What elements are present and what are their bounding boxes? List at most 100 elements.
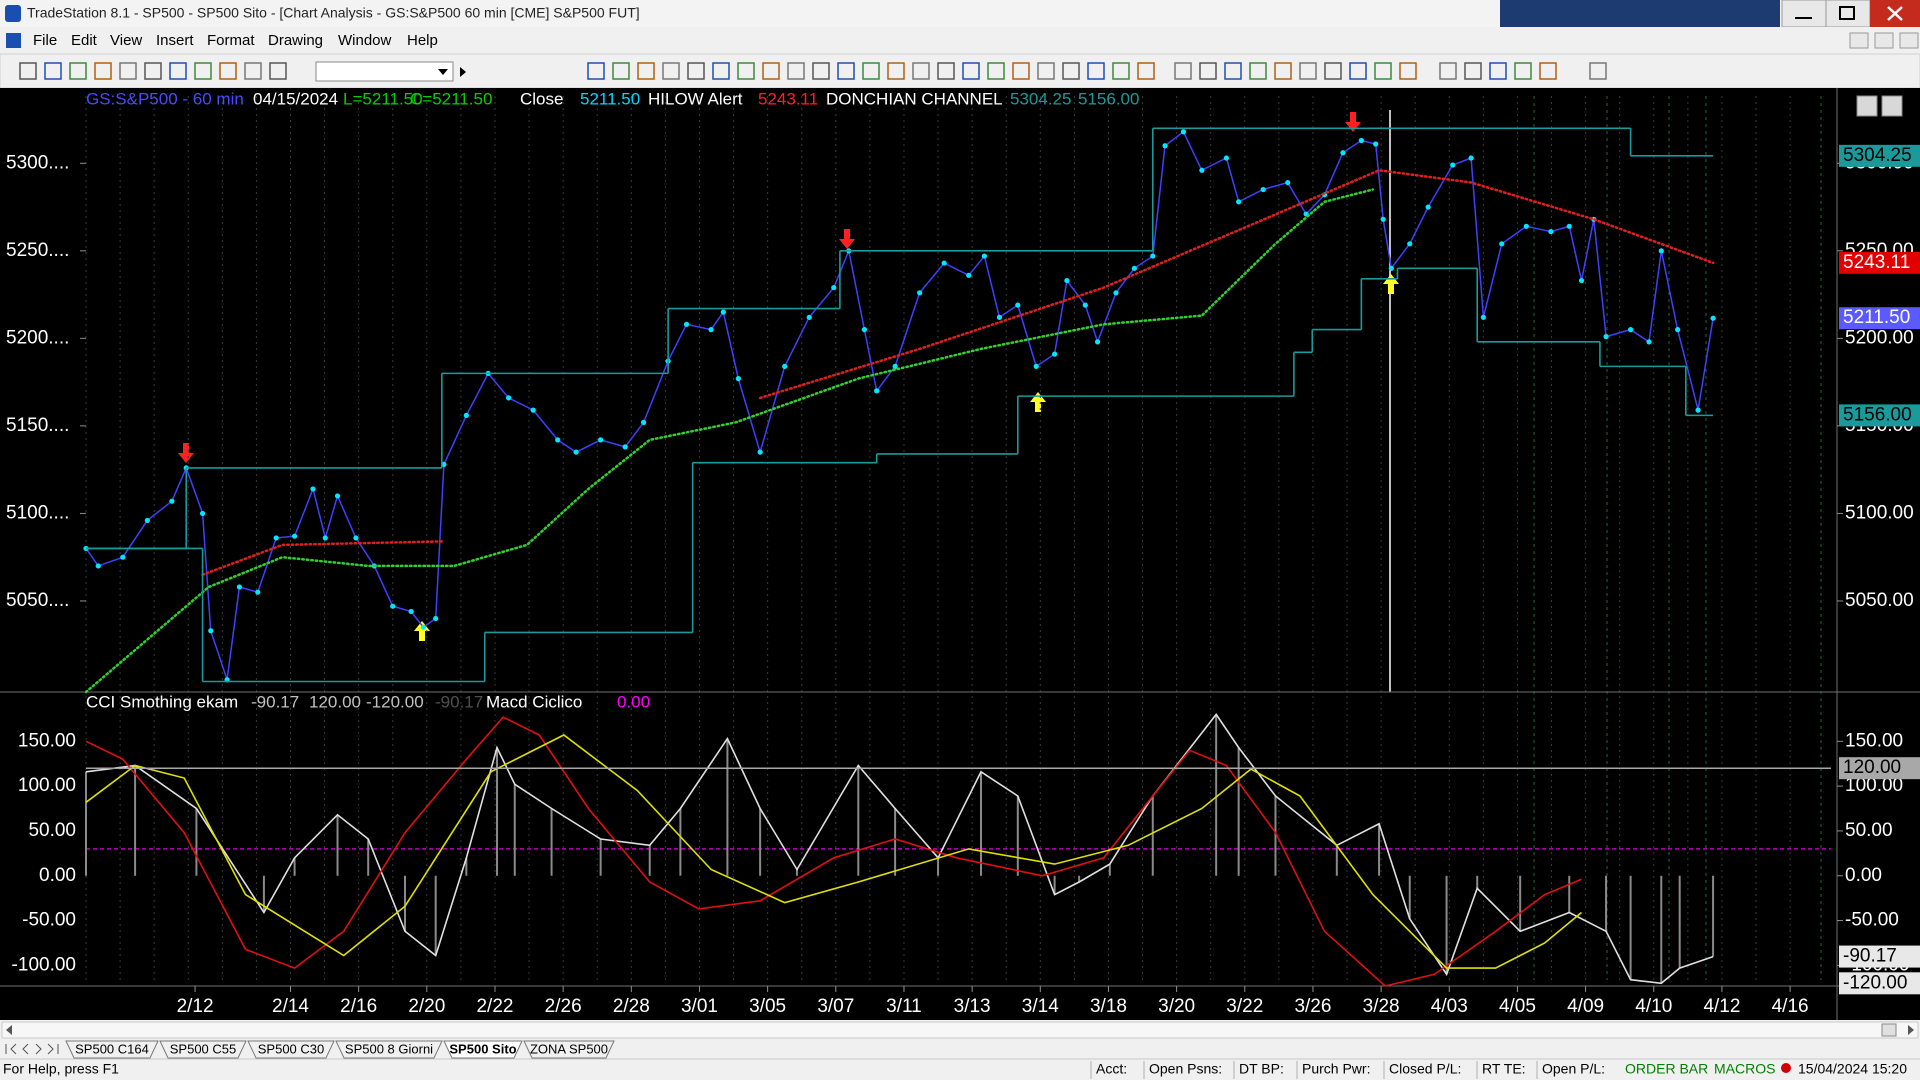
- toolbar-button[interactable]: [1174, 62, 1192, 80]
- toolbar-button[interactable]: [69, 62, 87, 80]
- tab[interactable]: [159, 1040, 247, 1059]
- menu-item[interactable]: Insert: [156, 32, 194, 49]
- tab-navigation[interactable]: [5, 1043, 59, 1055]
- toolbar-button[interactable]: [1137, 62, 1155, 80]
- toolbar-button[interactable]: [587, 62, 605, 80]
- toolbar-button[interactable]: [1199, 62, 1217, 80]
- toolbar-button[interactable]: [662, 62, 680, 80]
- menu-item[interactable]: Format: [207, 32, 255, 49]
- horizontal-scrollbar[interactable]: [1, 1021, 1919, 1039]
- price-dot: [720, 309, 726, 315]
- toolbar-button[interactable]: [612, 62, 630, 80]
- mdi-button[interactable]: [1849, 32, 1869, 49]
- toolbar-button[interactable]: [737, 62, 755, 80]
- panel-button[interactable]: [1856, 95, 1878, 117]
- price-dot: [598, 437, 604, 443]
- menu-item[interactable]: File: [33, 32, 57, 49]
- toolbar-button[interactable]: [987, 62, 1005, 80]
- toolbar-button[interactable]: [1012, 62, 1030, 80]
- toolbar-button[interactable]: [837, 62, 855, 80]
- symbol-dropdown[interactable]: [315, 61, 454, 82]
- price-dot: [95, 563, 101, 569]
- tab-label[interactable]: SP500 Sito: [449, 1041, 516, 1056]
- toolbar-button[interactable]: [887, 62, 905, 80]
- price-dot: [1480, 314, 1486, 320]
- toolbar-button[interactable]: [912, 62, 930, 80]
- toolbar-button[interactable]: [1087, 62, 1105, 80]
- tab[interactable]: [443, 1040, 523, 1059]
- toolbar-button[interactable]: [269, 62, 287, 80]
- toolbar-button[interactable]: [962, 62, 980, 80]
- x-tick-label: 2/20: [408, 996, 445, 1017]
- toolbar-button[interactable]: [862, 62, 880, 80]
- toolbar-button[interactable]: [1399, 62, 1417, 80]
- price-dot: [1450, 162, 1456, 168]
- toolbar-button[interactable]: [687, 62, 705, 80]
- toolbar-button[interactable]: [1539, 62, 1557, 80]
- toolbar-button[interactable]: [1037, 62, 1055, 80]
- minimize-button[interactable]: [1781, 0, 1827, 28]
- toolbar-button[interactable]: [1514, 62, 1532, 80]
- dropdown-next[interactable]: [460, 67, 466, 77]
- toolbar-button[interactable]: [1489, 62, 1507, 80]
- x-tick-label: 4/05: [1499, 996, 1536, 1017]
- toolbar-button[interactable]: [1062, 62, 1080, 80]
- mdi-button[interactable]: [1899, 32, 1919, 49]
- toolbar-button[interactable]: [1374, 62, 1392, 80]
- toolbar-button[interactable]: [119, 62, 137, 80]
- toolbar-button[interactable]: [637, 62, 655, 80]
- menu-item[interactable]: View: [110, 32, 142, 49]
- toolbar-button[interactable]: [712, 62, 730, 80]
- menu-item[interactable]: Edit: [71, 32, 98, 49]
- tab[interactable]: [523, 1040, 615, 1059]
- scroll-right[interactable]: [1908, 1025, 1914, 1035]
- toolbar-button[interactable]: [787, 62, 805, 80]
- toolbar-button[interactable]: [1589, 62, 1607, 80]
- panel-button[interactable]: [1881, 95, 1903, 117]
- status-flag[interactable]: MACROS: [1714, 1061, 1775, 1077]
- toolbar-button[interactable]: [762, 62, 780, 80]
- toolbar-button[interactable]: [94, 62, 112, 80]
- toolbar-button[interactable]: [1249, 62, 1267, 80]
- price-dot: [1236, 199, 1242, 205]
- scroll-left[interactable]: [6, 1025, 12, 1035]
- toolbar-button[interactable]: [1274, 62, 1292, 80]
- toolbar-button[interactable]: [1464, 62, 1482, 80]
- toolbar-button[interactable]: [219, 62, 237, 80]
- tab-label[interactable]: SP500 C55: [170, 1041, 237, 1056]
- menu-item[interactable]: Window: [338, 32, 392, 49]
- price-dot: [1180, 129, 1187, 135]
- price-dot: [981, 253, 988, 259]
- scroll-thumb[interactable]: [1881, 1023, 1897, 1037]
- toolbar-button[interactable]: [169, 62, 187, 80]
- tab[interactable]: [247, 1040, 335, 1059]
- price-dot: [420, 624, 427, 630]
- tab-label[interactable]: ZONA SP500: [530, 1041, 608, 1056]
- maximize-button[interactable]: [1825, 0, 1871, 28]
- tab[interactable]: [65, 1040, 159, 1059]
- toolbar-button[interactable]: [44, 62, 62, 80]
- menu-item[interactable]: Drawing: [268, 32, 323, 49]
- tab-label[interactable]: SP500 C164: [75, 1041, 149, 1056]
- toolbar-button[interactable]: [1324, 62, 1342, 80]
- toolbar-button[interactable]: [144, 62, 162, 80]
- toolbar-button[interactable]: [812, 62, 830, 80]
- toolbar-button[interactable]: [194, 62, 212, 80]
- status-flag[interactable]: ORDER BAR: [1625, 1061, 1708, 1077]
- toolbar-button[interactable]: [1439, 62, 1457, 80]
- tab-label[interactable]: SP500 8 Giorni: [345, 1041, 433, 1056]
- price-dot: [144, 517, 150, 524]
- toolbar-button[interactable]: [244, 62, 262, 80]
- dropdown-arrow: [438, 69, 448, 75]
- mdi-button[interactable]: [1874, 32, 1894, 49]
- toolbar-button[interactable]: [1224, 62, 1242, 80]
- toolbar-button[interactable]: [19, 62, 37, 80]
- legend-item: GS:S&P500 - 60 min: [86, 89, 244, 108]
- toolbar-button[interactable]: [1349, 62, 1367, 80]
- toolbar-button[interactable]: [1299, 62, 1317, 80]
- menu-item[interactable]: Help: [407, 32, 438, 49]
- tab-label[interactable]: SP500 C30: [258, 1041, 325, 1056]
- tab[interactable]: [335, 1040, 443, 1059]
- toolbar-button[interactable]: [1112, 62, 1130, 80]
- toolbar-button[interactable]: [937, 62, 955, 80]
